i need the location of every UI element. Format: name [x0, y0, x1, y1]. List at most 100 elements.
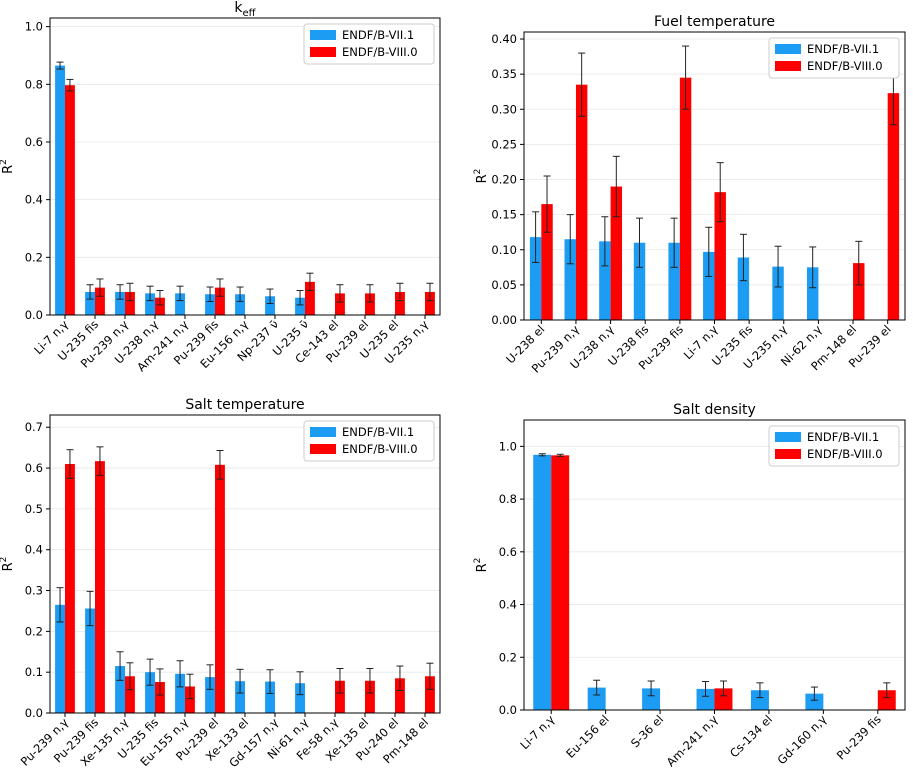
error-bar-endf-vii1-6 — [705, 226, 713, 277]
error-bar-endf-vii1-8 — [266, 288, 274, 304]
bar-endf-vii1-5 — [175, 293, 185, 315]
y-tick-label: 0.0 — [499, 703, 517, 717]
error-bar-endf-vii1-5 — [176, 660, 184, 688]
y-tick-label: 0.3 — [25, 584, 43, 598]
bar-endf-viii0-13 — [425, 676, 435, 713]
legend-swatch-endf-viii0 — [310, 47, 336, 57]
error-bar-endf-vii1-2 — [566, 214, 574, 265]
bar-endf-viii0-5 — [185, 686, 195, 713]
y-tick-label: 0.2 — [25, 250, 43, 264]
y-axis-label-superscript: 2 — [0, 557, 9, 563]
bar-endf-viii0-9 — [305, 281, 315, 315]
bar-endf-viii0-10 — [853, 263, 865, 320]
bar-endf-vii1-8 — [772, 266, 784, 320]
y-tick-label: 0.05 — [491, 278, 517, 292]
bar-endf-viii0-2 — [95, 461, 105, 713]
error-bar-endf-viii0-4 — [156, 668, 164, 696]
legend-label-endf-vii1: ENDF/B-VII.1 — [807, 42, 879, 56]
x-tick-label: Li-7 n,γ — [517, 712, 557, 752]
y-tick-label: 0.25 — [491, 137, 517, 151]
y-tick-label: 0.4 — [25, 193, 43, 207]
chart-panel-1: 0.00.20.40.60.81.0Li-7 n,γU-235 fisPu-23… — [0, 0, 441, 374]
y-tick-label: 0.4 — [25, 543, 43, 557]
legend-swatch-endf-viii0 — [775, 449, 801, 459]
y-tick-label: 0.40 — [491, 32, 517, 46]
error-bar-endf-vii1-7 — [739, 233, 747, 282]
bar-endf-vii1-6 — [703, 251, 715, 320]
error-bar-endf-vii1-7 — [236, 668, 244, 694]
bar-endf-vii1-2 — [85, 291, 95, 315]
chart-panel-2: 0.000.050.100.150.200.250.300.350.40U-23… — [473, 14, 906, 376]
y-axis-label: R2 — [473, 558, 490, 573]
legend-label-endf-viii0: ENDF/B-VIII.0 — [342, 442, 418, 456]
error-bar-endf-viii0-1 — [66, 449, 74, 479]
bar-endf-viii0-6 — [215, 464, 225, 713]
bar-endf-viii0-6 — [714, 192, 726, 320]
error-bar-endf-vii1-5 — [756, 682, 764, 699]
bar-endf-vii1-3 — [642, 688, 661, 710]
legend-swatch-endf-vii1 — [310, 427, 336, 437]
y-tick-label: 0.20 — [491, 173, 517, 187]
legend-label-endf-viii0: ENDF/B-VIII.0 — [807, 447, 883, 461]
error-bar-endf-viii0-11 — [366, 284, 374, 303]
legend: ENDF/B-VII.1 ENDF/B-VIII.0 — [303, 23, 435, 65]
y-tick-label: 0.8 — [499, 492, 517, 506]
error-bar-endf-viii0-1 — [543, 175, 551, 233]
error-bar-endf-vii1-5 — [176, 285, 184, 302]
error-bar-endf-viii0-5 — [682, 45, 690, 110]
bar-endf-viii0-1 — [65, 463, 75, 713]
error-bar-endf-viii0-5 — [186, 673, 194, 700]
y-tick-label: 0.7 — [25, 420, 43, 434]
legend-label-endf-viii0: ENDF/B-VIII.0 — [807, 59, 883, 73]
y-tick-label: 0.35 — [491, 67, 517, 81]
bar-endf-viii0-3 — [610, 186, 623, 320]
legend-label-endf-vii1: ENDF/B-VII.1 — [342, 425, 414, 439]
error-bar-endf-viii0-6 — [216, 450, 224, 480]
bar-endf-vii1-7 — [235, 681, 245, 713]
bar-endf-vii1-2 — [85, 608, 95, 713]
error-bar-endf-viii0-13 — [426, 662, 434, 690]
y-tick-label: 1.0 — [499, 439, 517, 453]
bar-endf-vii1-7 — [235, 294, 245, 315]
y-tick-label: 0.00 — [491, 313, 517, 327]
chart-panel-3: 0.00.10.20.30.40.50.60.7Pu-239 n,γPu-239… — [0, 397, 441, 770]
error-bar-endf-vii1-2 — [86, 284, 94, 300]
bar-endf-viii0-3 — [125, 676, 135, 713]
bar-endf-viii0-10 — [335, 680, 345, 713]
legend-label-endf-viii0: ENDF/B-VIII.0 — [342, 45, 418, 59]
bar-endf-vii1-1 — [529, 237, 542, 320]
chart-title: Fuel temperature — [654, 14, 775, 30]
legend-swatch-endf-vii1 — [775, 432, 801, 442]
legend-swatch-endf-vii1 — [775, 44, 801, 54]
error-bar-endf-vii1-5 — [670, 217, 678, 268]
bar-endf-viii0-11 — [365, 293, 375, 315]
bar-endf-vii1-1 — [55, 65, 65, 315]
error-bar-endf-vii1-2 — [593, 679, 601, 696]
error-bar-endf-viii0-9 — [306, 272, 314, 291]
error-bar-endf-viii0-13 — [426, 282, 434, 302]
legend: ENDF/B-VII.1 ENDF/B-VIII.0 — [303, 420, 435, 462]
error-bar-endf-viii0-11 — [366, 668, 374, 694]
y-axis-label-superscript: 2 — [0, 159, 9, 165]
x-tick-label: Cs-134 el — [727, 712, 775, 760]
bar-endf-viii0-2 — [575, 84, 588, 321]
bar-endf-viii0-5 — [679, 77, 692, 320]
y-tick-label: 0.6 — [25, 135, 43, 149]
bar-endf-vii1-4 — [145, 672, 155, 713]
y-tick-label: 0.2 — [25, 624, 43, 638]
y-tick-label: 0.10 — [491, 243, 517, 257]
y-axis-label-superscript: 2 — [473, 558, 483, 564]
bar-endf-viii0-7 — [877, 690, 896, 710]
error-bar-endf-viii0-7 — [883, 682, 891, 699]
bar-endf-vii1-5 — [175, 673, 185, 713]
error-bar-endf-viii0-10 — [336, 668, 344, 694]
y-tick-label: 0.30 — [491, 102, 517, 116]
y-tick-label: 0.1 — [25, 665, 43, 679]
bar-endf-vii1-2 — [587, 687, 606, 710]
legend-box — [768, 37, 900, 79]
bar-endf-viii0-2 — [95, 287, 105, 315]
chart-title: Salt density — [673, 402, 756, 418]
legend-box — [303, 420, 435, 462]
bar-endf-viii0-4 — [155, 297, 165, 315]
